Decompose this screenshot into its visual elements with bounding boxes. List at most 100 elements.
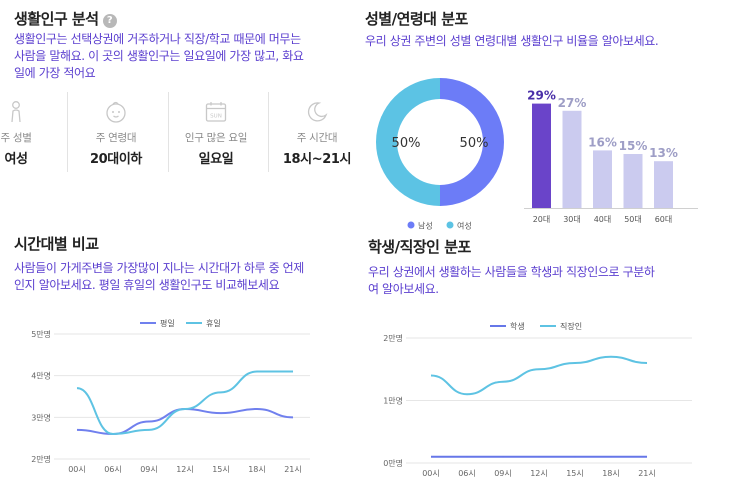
stat-label: 주 연령대 bbox=[95, 132, 137, 144]
x-tick-label: 21시 bbox=[638, 469, 656, 478]
age-category-label: 50대 bbox=[624, 215, 642, 224]
data-point bbox=[466, 456, 468, 458]
x-tick-label: 09시 bbox=[494, 469, 512, 478]
legend-label-female: 여성 bbox=[457, 221, 472, 231]
y-tick-label: 4만명 bbox=[31, 371, 51, 381]
legend-label: 직장인 bbox=[560, 321, 582, 331]
student-desc-line: 우리 상권에서 생활하는 사람들을 학생과 직장인으로 구분하 bbox=[368, 265, 655, 279]
x-tick-label: 21시 bbox=[284, 465, 302, 474]
age-bar bbox=[593, 150, 612, 208]
data-point bbox=[610, 456, 612, 458]
y-tick-label: 2만명 bbox=[383, 333, 403, 343]
data-point bbox=[502, 381, 504, 383]
data-point bbox=[502, 456, 504, 458]
age-bar-label: 27% bbox=[558, 96, 587, 110]
x-tick-label: 18시 bbox=[248, 465, 266, 474]
person-icon bbox=[0, 100, 60, 124]
data-point bbox=[538, 368, 540, 370]
data-point bbox=[220, 412, 222, 414]
data-point bbox=[430, 456, 432, 458]
stat-value: 18시~21시 bbox=[282, 152, 352, 167]
residents-title-text: 생활인구 분석 bbox=[14, 10, 99, 28]
student-desc-line: 여 알아보세요. bbox=[368, 282, 439, 296]
data-point bbox=[256, 408, 258, 410]
student-worker-line-chart: 0만명 1만명 2만명 00시 06시 09시 12시 15시 18시 21시 학생 직장인 bbox=[383, 321, 692, 478]
student-worker-description: 우리 상권에서 생활하는 사람들을 학생과 직장인으로 구분하 여 알아보세요. bbox=[368, 264, 708, 298]
residents-desc-line: 일에 가장 적어요 bbox=[14, 66, 96, 80]
gender-age-description: 우리 상권 주변의 성별 연령대별 생활인구 비율을 알아보세요. bbox=[365, 34, 659, 48]
time-desc-line: 인지 알아보세요. 평일 휴일의 생활인구도 비교해보세요 bbox=[14, 278, 280, 292]
legend-label-male: 남성 bbox=[418, 222, 433, 231]
age-bar-label: 15% bbox=[619, 139, 648, 153]
time-desc-line: 사람들이 가게주변을 가장많이 지나는 시간대가 하루 중 언제 bbox=[14, 261, 304, 275]
legend-label: 휴일 bbox=[206, 319, 221, 328]
data-point bbox=[646, 456, 648, 458]
time-compare-description: 사람들이 가게주변을 가장많이 지나는 시간대가 하루 중 언제 인지 알아보세… bbox=[14, 260, 354, 294]
time-line-chart: 2만명 3만명 4만명 5만명 00시 06시 09시 12시 15시 18시 21시 평일 휴일 bbox=[31, 318, 310, 474]
age-category-label: 20대 bbox=[533, 215, 551, 224]
y-tick-label: 1만명 bbox=[383, 396, 403, 406]
x-tick-label: 09시 bbox=[140, 465, 158, 474]
x-tick-label: 06시 bbox=[104, 465, 122, 474]
age-bar-label: 13% bbox=[649, 146, 678, 160]
age-bar-chart: 29% 20대 27% 30대 16% 40대 15% 50대 13% 60대 bbox=[524, 89, 698, 224]
residents-description: 생활인구는 선택상권에 거주하거나 직장/학교 때문에 머무는 사람을 말해요.… bbox=[14, 31, 344, 82]
data-point bbox=[184, 408, 186, 410]
data-point bbox=[148, 420, 150, 422]
age-category-label: 30대 bbox=[563, 215, 581, 224]
data-point bbox=[292, 416, 294, 418]
stat-card-time: 주 시간대 18시~21시 bbox=[273, 92, 361, 172]
age-bar bbox=[562, 110, 582, 208]
student-worker-title: 학생/직장인 분포 bbox=[368, 238, 471, 256]
calendar-sun-text: SUN bbox=[210, 114, 222, 120]
time-compare-title: 시간대별 비교 bbox=[14, 235, 99, 253]
divider bbox=[67, 92, 68, 172]
data-point bbox=[430, 374, 432, 376]
data-point bbox=[574, 362, 576, 364]
stat-cards: 주 성별 여성 주 연령대 20대이하 SUN 인구 많은 요일 일요일 주 시… bbox=[0, 92, 360, 172]
x-tick-label: 06시 bbox=[458, 469, 476, 478]
data-point bbox=[610, 356, 612, 358]
stat-value: 20대이하 bbox=[90, 152, 142, 167]
data-point bbox=[466, 393, 468, 395]
stat-card-day: SUN 인구 많은 요일 일요일 bbox=[172, 92, 260, 172]
x-tick-label: 15시 bbox=[566, 469, 584, 478]
residents-desc-line: 사람을 말해요. 이 곳의 생활인구는 일요일에 가장 많고, 화요 bbox=[14, 49, 304, 63]
donut-slice-female[interactable] bbox=[375, 78, 440, 206]
x-tick-label: 00시 bbox=[422, 469, 440, 478]
age-bar-label: 29% bbox=[527, 89, 556, 103]
data-point bbox=[292, 370, 294, 372]
series-line-1 bbox=[76, 370, 293, 436]
donut-slice-male[interactable] bbox=[440, 78, 504, 206]
divider bbox=[168, 92, 169, 172]
moon-icon bbox=[273, 100, 361, 124]
y-tick-label: 5만명 bbox=[31, 329, 51, 339]
stat-card-age: 주 연령대 20대이하 bbox=[72, 92, 160, 172]
x-tick-label: 12시 bbox=[176, 465, 194, 474]
residents-desc-line: 생활인구는 선택상권에 거주하거나 직장/학교 때문에 머무는 bbox=[14, 32, 301, 46]
stat-value: 여성 bbox=[4, 152, 28, 167]
legend-label: 학생 bbox=[510, 321, 525, 331]
data-point bbox=[646, 362, 648, 364]
x-tick-label: 00시 bbox=[68, 465, 86, 474]
help-icon[interactable]: ? bbox=[102, 14, 117, 28]
age-bar-label: 16% bbox=[588, 135, 617, 149]
series-line-0 bbox=[76, 407, 294, 436]
data-point bbox=[574, 456, 576, 458]
data-point bbox=[538, 456, 540, 458]
legend-dot-male bbox=[407, 221, 415, 229]
gender-donut-chart: 50% 50% 남성 여성 bbox=[375, 78, 504, 231]
data-point bbox=[76, 429, 78, 431]
data-point bbox=[256, 370, 258, 372]
donut-label-male: 50% bbox=[460, 136, 489, 151]
stat-label: 주 성별 bbox=[0, 132, 32, 144]
legend-label: 평일 bbox=[160, 318, 175, 328]
legend-dot-female bbox=[446, 221, 454, 229]
age-category-label: 60대 bbox=[655, 215, 673, 224]
age-category-label: 40대 bbox=[594, 215, 612, 224]
y-tick-label: 0만명 bbox=[383, 458, 403, 468]
data-point bbox=[112, 433, 114, 435]
age-bar bbox=[654, 161, 673, 208]
x-tick-label: 18시 bbox=[602, 469, 620, 478]
x-tick-label: 15시 bbox=[212, 465, 230, 474]
